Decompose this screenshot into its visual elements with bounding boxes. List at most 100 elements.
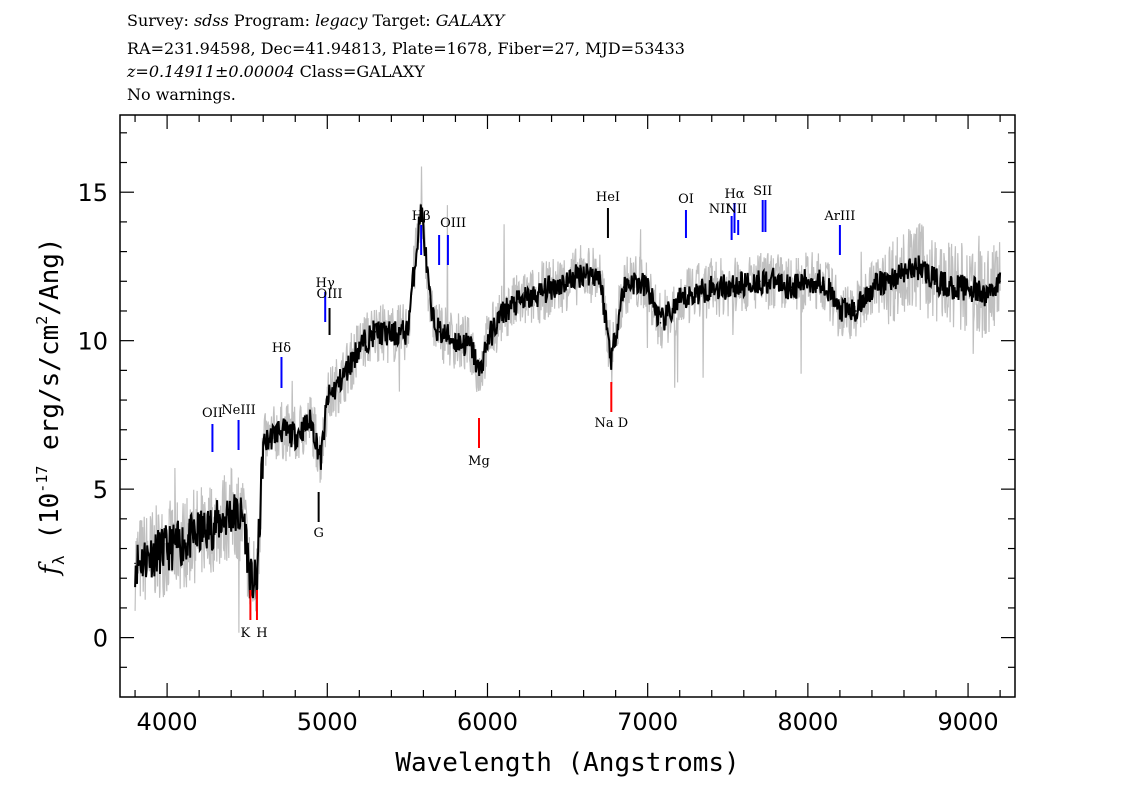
spectrum-point: [198, 532, 200, 535]
spectrum-point: [919, 265, 921, 268]
spectrum-point: [582, 271, 585, 274]
spectral-line-label: K: [241, 626, 251, 641]
spectrum-point: [342, 375, 345, 378]
spectral-line-label: OIII: [316, 287, 342, 302]
spectral-line-label: H: [256, 626, 267, 641]
flux-line: [134, 166, 1001, 633]
survey-value: sdss: [193, 11, 229, 30]
spectrum-point: [566, 280, 569, 283]
spectrum-point: [486, 339, 489, 342]
x-tick-label: 8000: [777, 708, 838, 736]
spectrum-point: [478, 372, 481, 375]
spectrum-point: [430, 316, 433, 318]
spectrum-point: [678, 301, 681, 303]
spectral-line-label: NeIII: [221, 403, 255, 418]
spectrum-point: [166, 547, 168, 550]
spectrum-point: [406, 330, 409, 333]
spectrum-point: [855, 310, 857, 312]
spectrum-point: [630, 280, 633, 283]
spectrum-point: [622, 286, 625, 289]
y-tick-label: 10: [77, 328, 108, 356]
spectrum-point: [839, 310, 841, 312]
spectral-line-label: Hδ: [272, 341, 291, 356]
spectrum-point: [310, 420, 313, 422]
spectrum-point: [182, 541, 184, 544]
target-value: GALAXY: [435, 11, 505, 30]
spectral-line-label: G: [313, 526, 323, 541]
spectral-line-label: Hα: [724, 187, 744, 202]
spectral-line-label: HeI: [596, 190, 620, 205]
x-tick-label: 4000: [137, 708, 198, 736]
survey-label: Survey:: [127, 11, 189, 30]
spectrum-point: [518, 301, 521, 303]
plot-frame: [119, 114, 1016, 698]
x-tick-label: 6000: [457, 708, 518, 736]
spectrum-point: [358, 345, 361, 348]
spectrum-point: [134, 562, 136, 565]
spectrum-point: [823, 280, 825, 283]
x-tick-label: 7000: [617, 708, 678, 736]
spectrum-point: [903, 271, 905, 274]
spectral-line-label: Mg: [468, 454, 490, 469]
spectrum-point: [791, 286, 793, 289]
spectrum-point: [438, 330, 441, 333]
spectrum-point: [710, 286, 713, 289]
y-axis-label: fλ (10-17 erg/s/cm2/Ang): [33, 237, 68, 576]
y-tick-label: 0: [93, 625, 108, 653]
spectral-line-label: Hβ: [412, 209, 431, 224]
smoothed-flux-line: [134, 204, 1002, 600]
header-coordinates: RA=231.94598, Dec=41.94813, Plate=1678, …: [127, 39, 685, 58]
spectrum-point: [935, 280, 937, 283]
header-redshift-line: z=0.14911±0.00004 Class=GALAXY: [127, 61, 425, 83]
program-value: legacy: [315, 11, 368, 30]
spectral-line-label: OII: [202, 406, 223, 421]
class-value: Class=GALAXY: [299, 62, 425, 81]
header-warnings: No warnings.: [127, 85, 236, 104]
spectrum-point: [807, 280, 809, 283]
spectrum-point: [470, 345, 473, 348]
program-label: Program:: [233, 11, 310, 30]
spectrum-point: [999, 280, 1001, 283]
spectrum-point: [374, 330, 377, 333]
spectrum-point: [320, 458, 322, 461]
spectrum-point: [871, 286, 873, 289]
spectral-line-label: NII: [725, 202, 747, 217]
spectral-line-label: OIII: [440, 216, 466, 231]
spectrum-point: [550, 286, 553, 289]
spectrum-point: [967, 286, 969, 289]
spectrum-point: [243, 518, 245, 520]
x-axis-label: Wavelength (Angstroms): [395, 748, 739, 778]
spectrum-point: [983, 295, 985, 297]
target-label: Target:: [372, 11, 431, 30]
redshift-value: z=0.14911±0.00004: [127, 62, 295, 81]
spectral-line-label: SII: [753, 184, 772, 199]
spectrum-point: [742, 283, 745, 286]
spectrum-point: [759, 280, 761, 283]
spectrum-point: [534, 295, 537, 297]
spectrum-point: [420, 206, 422, 208]
spectrum-point: [454, 339, 457, 342]
spectrum-point: [262, 443, 265, 446]
spectrum-point: [694, 292, 697, 294]
spectrum-point: [230, 512, 232, 514]
spectrum-point: [294, 434, 297, 437]
spectrum-point: [646, 286, 649, 289]
spectrum-point: [775, 280, 777, 283]
spectrum-point: [249, 580, 252, 582]
spectral-line-label: Na D: [594, 416, 628, 431]
header-line-survey: Survey: sdss Program: legacy Target: GAL…: [127, 10, 504, 32]
spectrum-point: [951, 286, 953, 289]
x-tick-label: 5000: [297, 708, 358, 736]
spectrum-point: [502, 310, 505, 312]
y-tick-label: 5: [93, 476, 108, 504]
spectral-line-label: ArIII: [823, 209, 855, 224]
spectral-line-label: Hγ: [316, 276, 335, 291]
y-tick-label: 15: [77, 179, 108, 207]
spectrum-point: [390, 333, 393, 336]
spectrum-point: [726, 286, 729, 289]
spectrum-point: [326, 399, 329, 401]
spectrum-point: [150, 553, 152, 556]
spectrum-point: [598, 274, 601, 277]
spectral-line-label: NII: [709, 202, 731, 217]
